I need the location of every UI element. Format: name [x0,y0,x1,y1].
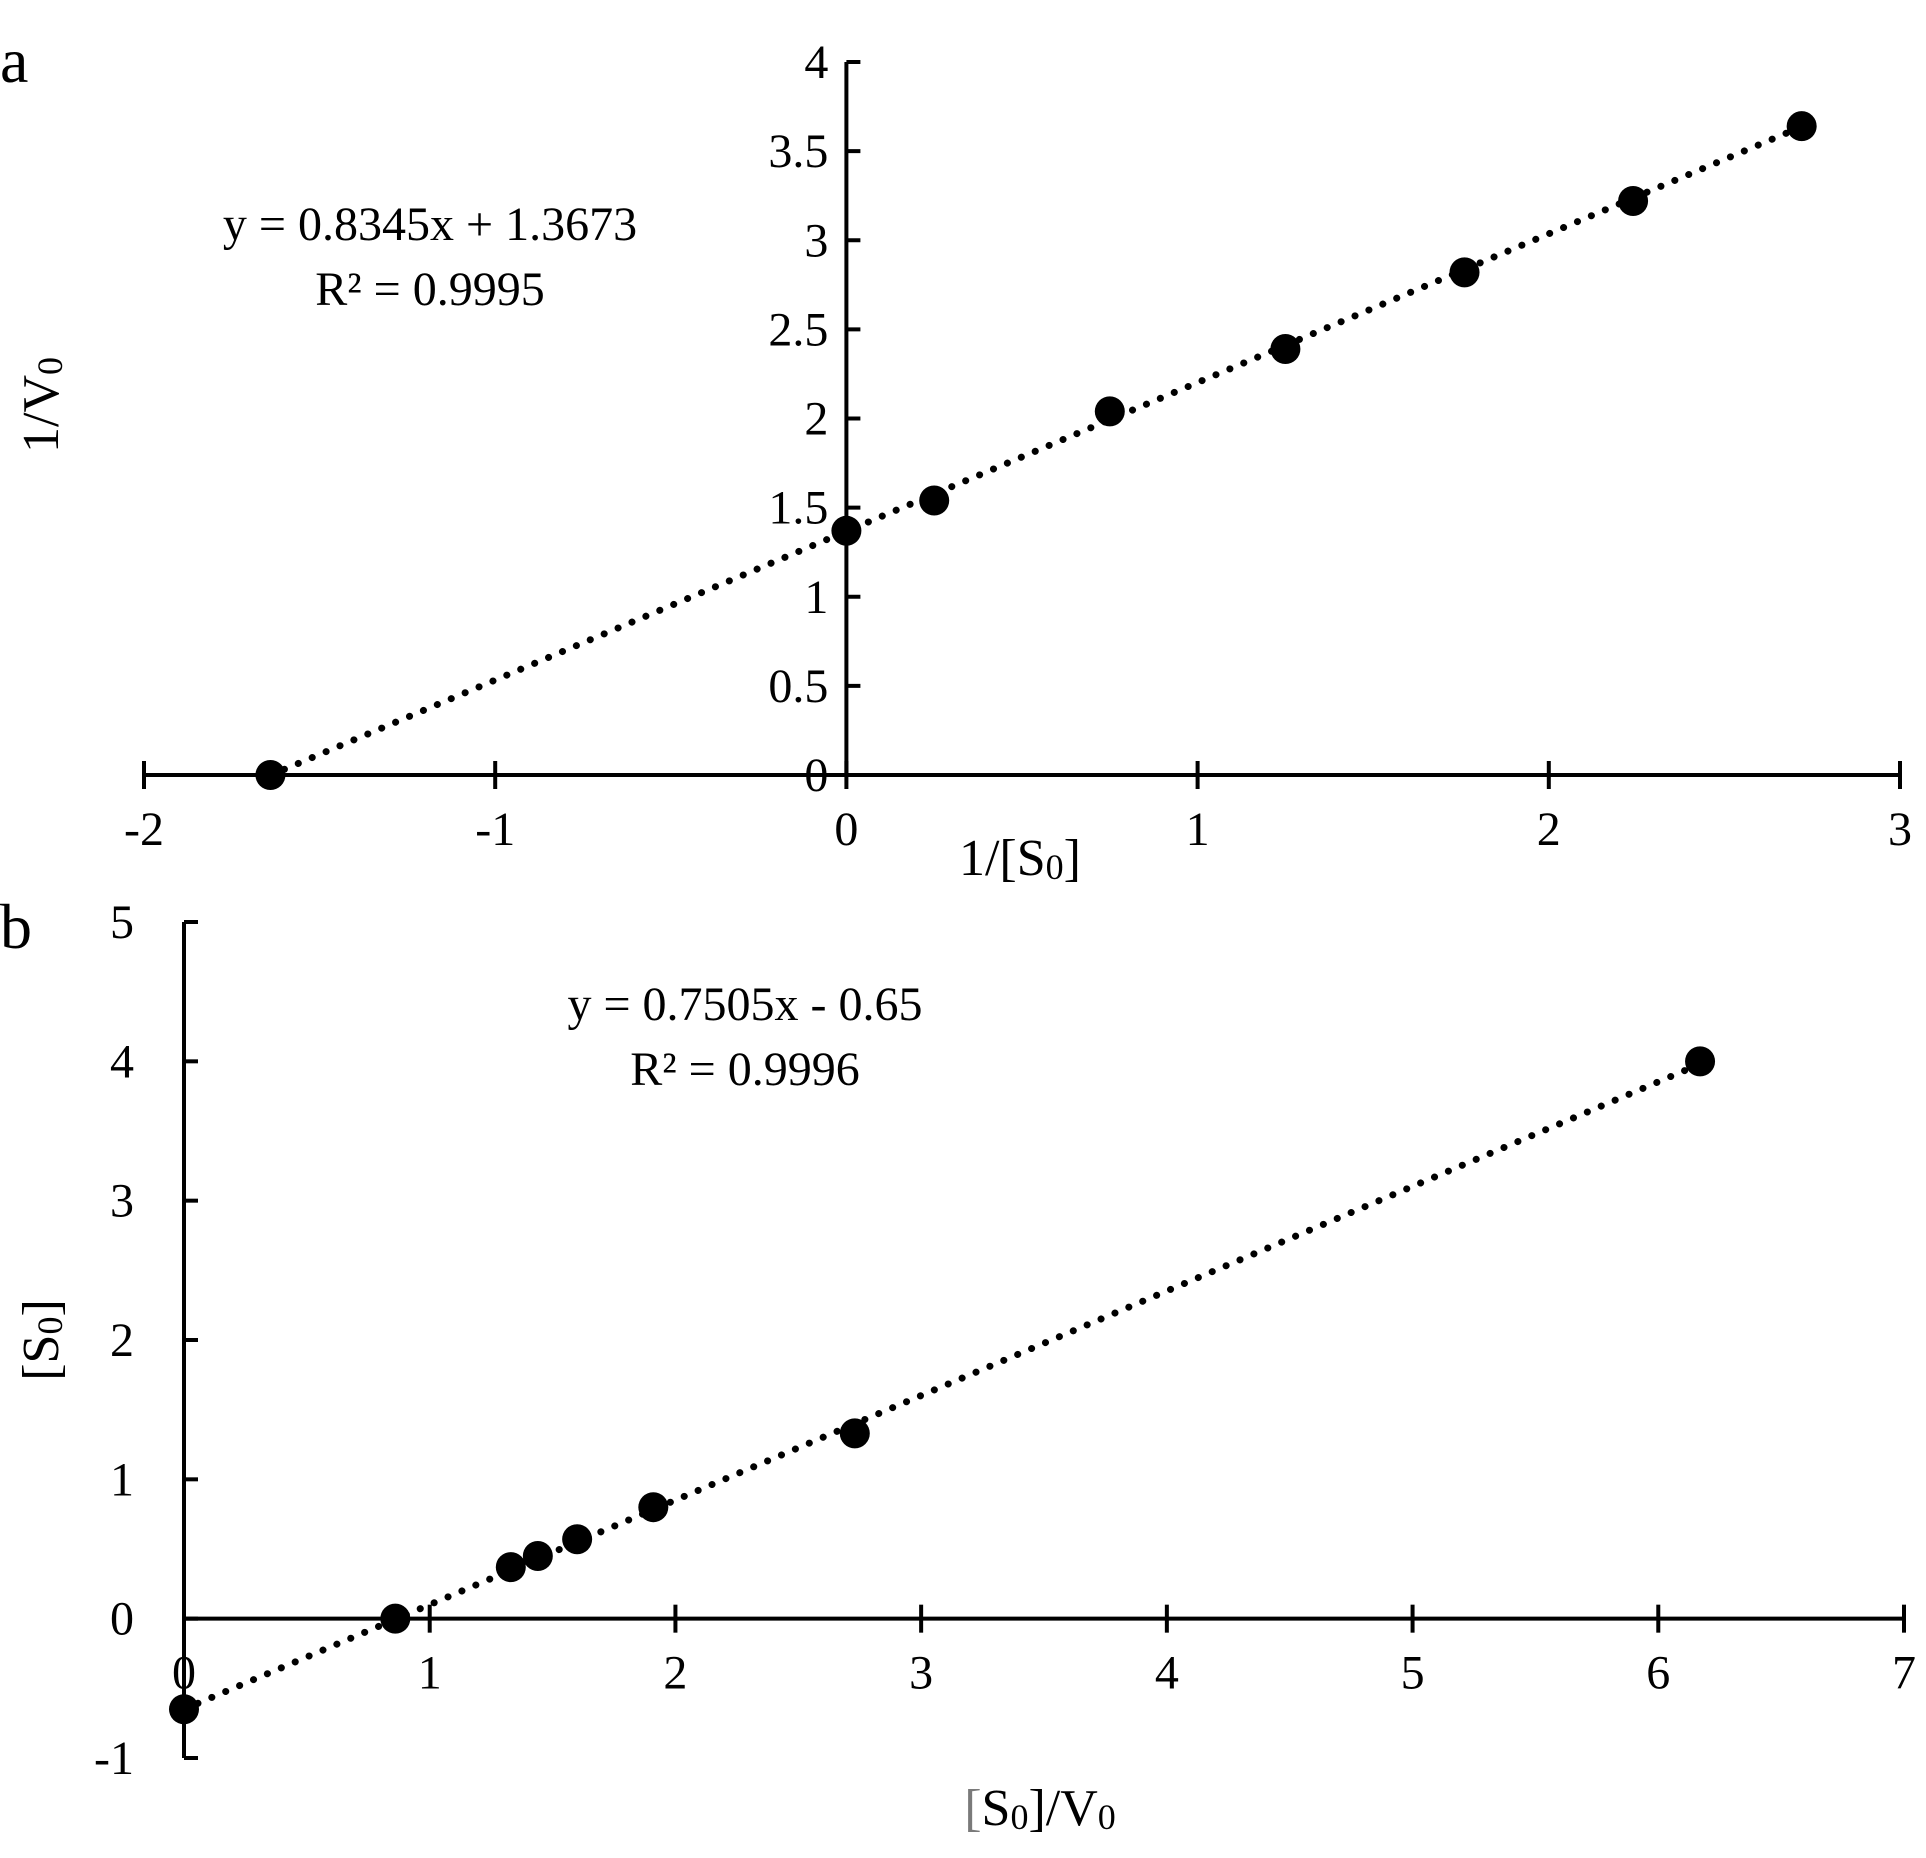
panel-b-r2: R² = 0.9996 [630,1043,859,1096]
panel-a-data-point [255,760,286,790]
panel-a-y-tick-label: 1.5 [768,482,828,535]
panel-b-data-point [522,1540,553,1571]
panel-a-x-axis-label: 1/[S0] [959,830,1081,887]
panel-a-y-axis-label: 1/V0 [13,357,70,453]
panel-a-axes [142,60,1902,789]
panel-b-y-tick-label: 4 [110,1035,134,1088]
panel-a-y-tick-label: 3 [804,214,828,267]
panel-b-data-point [638,1492,669,1523]
panel-b-points [169,1046,1716,1725]
panel-b-letter: b [0,891,32,962]
panel-b-data-point [169,1694,199,1725]
panel-a-x-tick-label: 2 [1537,803,1561,856]
panel-a-data-point [919,485,950,516]
panel-b-y-tick-label: 2 [110,1314,134,1367]
panel-b-y-axis-label: [S0] [13,1299,70,1381]
panel-a-y-tick-label: 1 [804,571,828,624]
panel-a-trendline-path [266,123,1806,779]
panel-a-x-tick-label: 1 [1186,803,1210,856]
panel-b-tick-labels: 0 1 2 3 4 5 6 7 -1 0 1 2 3 4 5 [94,896,1916,1785]
panel-b-data-point [562,1524,593,1555]
panel-a-x-tick-label: 3 [1888,803,1912,856]
panel-b-y-tick-label: 5 [110,896,134,949]
panel-b-x-axis-label: [S0]/V0 [964,1780,1116,1837]
panel-a-tick-labels: -2 -1 0 1 2 3 0 0.5 1 1.5 2 2.5 3 3.5 4 [124,36,1912,856]
panel-a-data-point [1094,396,1125,427]
panel-a-data-point [831,515,862,546]
panel-b-x-tick-label: 2 [663,1647,687,1700]
panel-b-x-tick-label: 1 [418,1647,442,1700]
panel-a-data-point [1618,186,1649,217]
panel-a-trendline [266,123,1806,779]
panel-b-x-tick-label: 0 [172,1647,196,1700]
panel-a-y-tick-label: 2 [804,393,828,446]
panel-b-equation: y = 0.7505x - 0.65 [567,978,922,1031]
panel-b-axes [182,920,1906,1760]
panel-a-y-tick-label: 4 [804,36,828,89]
panel-a-data-point [1786,111,1817,142]
panel-a-data-point [1270,333,1301,364]
panel-b-data-point [1685,1046,1716,1077]
panel-a-x-tick-label: 0 [834,803,858,856]
panel-b-y-tick-label: 1 [110,1453,134,1506]
panel-a-y-tick-label: 3.5 [768,125,828,178]
panel-a-x-tick-label: -1 [475,803,515,856]
panel-b-y-tick-label: 0 [110,1593,134,1646]
panel-a-letter: a [0,25,28,96]
panel-b-data-point [495,1552,526,1583]
panel-a-r2: R² = 0.9995 [315,263,544,316]
panel-b-y-tick-label: 3 [110,1175,134,1228]
panel-a-y-tick-label: 0 [804,749,828,802]
panel-a-points [255,111,1817,790]
panel-a-y-tick-label: 0.5 [768,660,828,713]
panel-a-y-tick-label: 2.5 [768,303,828,356]
panel-b: b 0 1 2 3 4 5 6 7 -1 0 1 2 3 4 5 y = 0.7505x - 0.65 R²… [0,891,1916,1837]
panel-b-data-point [839,1418,870,1449]
panel-b-x-tick-label: 3 [909,1647,933,1700]
panel-b-x-tick-label: 6 [1646,1647,1670,1700]
panel-b-x-tick-label: 4 [1155,1647,1179,1700]
panel-b-y-tick-label: -1 [94,1732,134,1785]
panel-b-x-tick-label: 7 [1892,1647,1916,1700]
panel-a-x-tick-label: -2 [124,803,164,856]
panel-b-trendline [180,1060,1704,1713]
panel-b-trendline-path [180,1060,1704,1713]
panel-b-data-point [380,1603,411,1634]
panel-a: a -2 -1 0 1 2 3 0 0.5 1 1.5 2 2.5 3 3.5 4 y = 0.8345x … [0,25,1912,887]
panel-a-data-point [1449,257,1480,288]
panel-b-x-tick-label: 5 [1401,1647,1425,1700]
panel-a-equation: y = 0.8345x + 1.3673 [223,198,637,251]
